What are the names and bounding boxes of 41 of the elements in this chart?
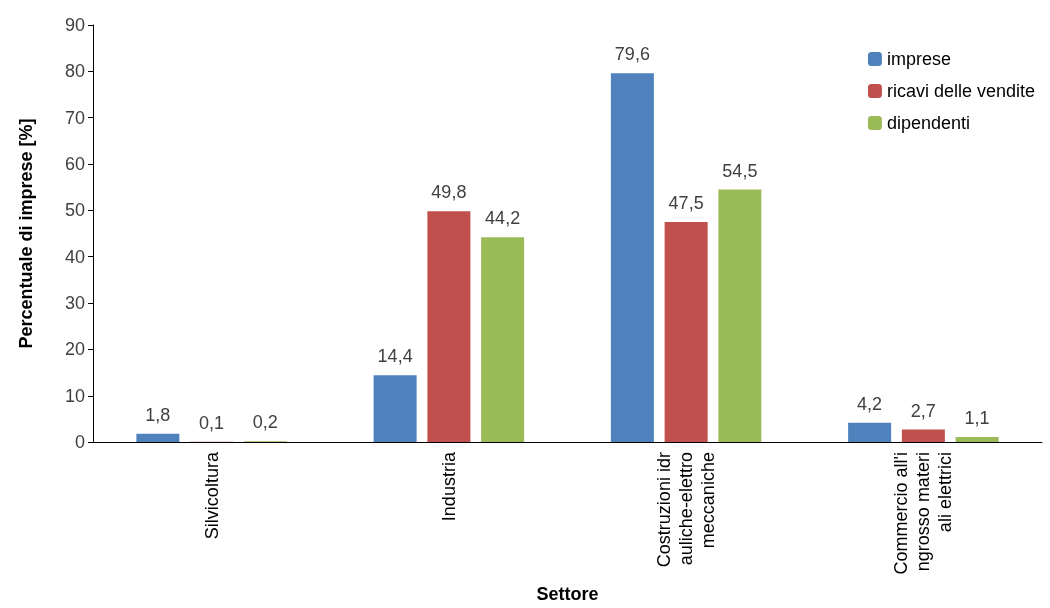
legend-label: imprese [886,49,951,69]
bar [481,237,525,443]
data-label: 14,4 [377,346,413,367]
data-label: 0,2 [252,412,278,433]
bar [718,189,762,443]
bar [136,433,180,443]
y-tick-label: 50 [64,200,85,221]
bar [610,73,654,443]
data-label: 54,5 [722,160,758,181]
y-axis-title: Percentuale di imprese [%] [16,118,36,349]
data-label: 79,6 [614,44,650,65]
data-label: 47,5 [668,192,704,213]
x-tick-label: Commercio all'ingrosso materiali elettrici [891,452,956,575]
bar [373,375,417,443]
y-tick-label: 30 [64,293,85,314]
y-tick-label: 70 [64,107,85,128]
x-tick-label: Silvicoltura [201,451,222,540]
data-label: 44,2 [485,208,521,229]
bar [427,211,471,443]
data-label: 4,2 [857,393,883,414]
legend-label: ricavi delle vendite [886,81,1035,101]
y-tick-label: 40 [64,246,85,267]
bar [955,437,999,443]
x-tick-label: Industria [438,451,459,522]
data-label: 1,8 [145,404,171,425]
data-label: 1,1 [964,408,990,428]
y-tick-label: 90 [64,15,85,35]
y-tick-label: 0 [74,432,85,453]
legend-label: dipendenti [886,113,970,133]
bar [664,221,708,443]
data-label: 0,1 [199,412,225,433]
x-tick-label: Costruzioni idrauliche-elettromeccaniche [654,452,719,568]
data-label: 2,7 [910,400,936,421]
bar [901,429,945,443]
x-axis-title: Settore [536,584,599,604]
y-tick-label: 60 [64,154,85,175]
y-tick-label: 10 [64,385,85,406]
y-tick-label: 20 [64,339,85,360]
y-tick-label: 80 [64,61,85,82]
data-label: 49,8 [431,182,467,203]
bar [848,422,892,443]
